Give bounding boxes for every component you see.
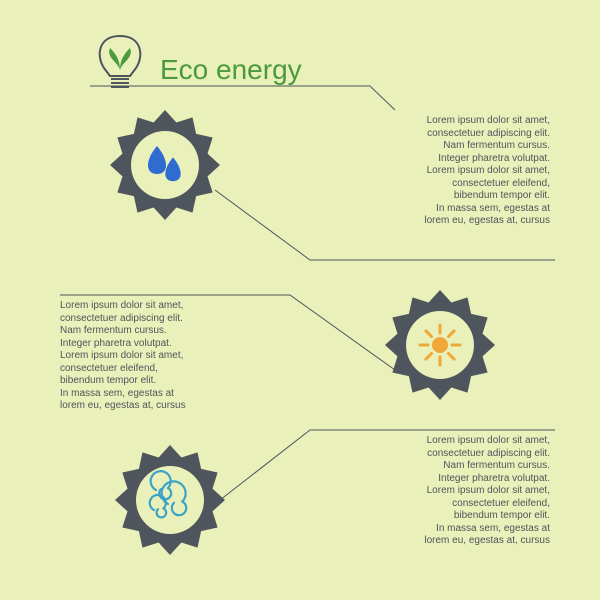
wind-icon: [150, 471, 186, 517]
desc-sun: Lorem ipsum dolor sit amet, consectetuer…: [60, 300, 295, 413]
eco-energy-infographic: Eco energy Lorem ipsum dolor sit amet, c…: [0, 0, 600, 600]
water-icon: [148, 146, 181, 181]
sun-icon: [420, 325, 460, 365]
desc-wind: Lorem ipsum dolor sit amet, consectetuer…: [315, 435, 550, 548]
page-title: Eco energy: [160, 54, 302, 86]
desc-water: Lorem ipsum dolor sit amet, consectetuer…: [315, 115, 550, 228]
lightbulb-leaf-icon: [100, 36, 141, 87]
